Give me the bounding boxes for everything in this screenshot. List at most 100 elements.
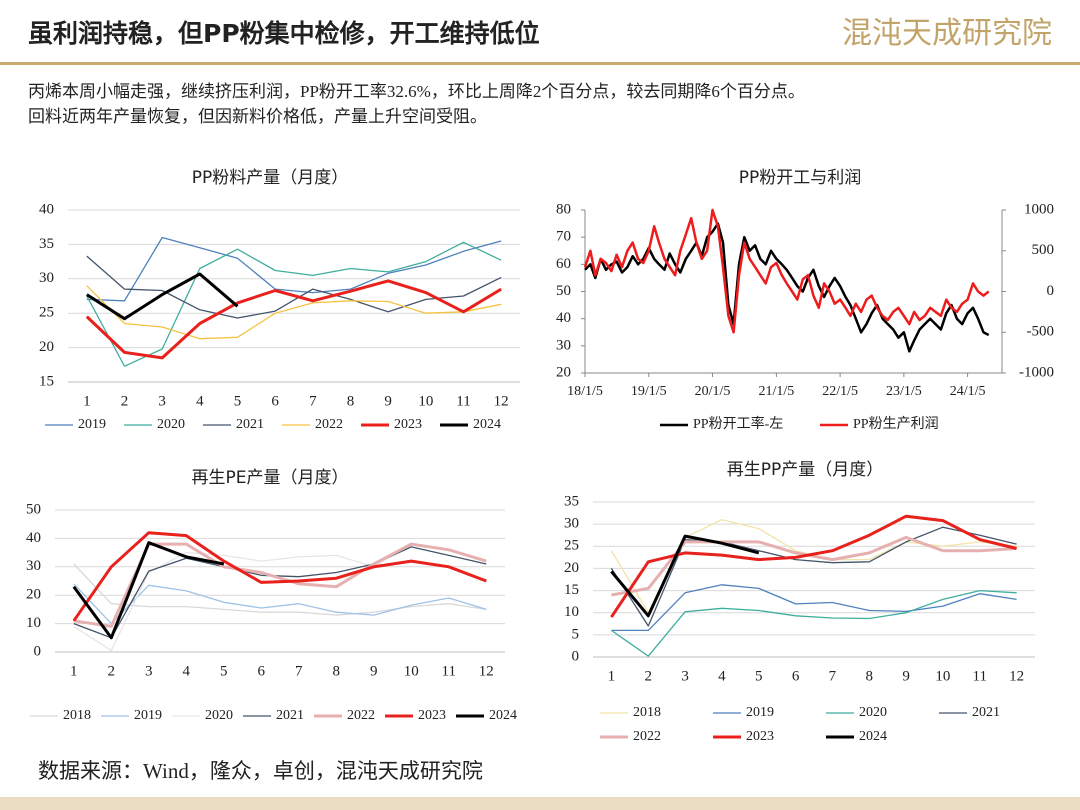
series-line: [86, 255, 502, 319]
x-tick-label: 19/1/5: [631, 384, 667, 399]
series-line: [72, 541, 225, 640]
x-tick-label: 20/1/5: [695, 384, 731, 399]
y-tick-label: 15: [564, 582, 579, 598]
x-tick-label: 11: [442, 663, 456, 679]
legend-label: 2021: [276, 708, 304, 723]
x-tick-label: 4: [183, 663, 191, 679]
x-tick-label: 10: [404, 663, 419, 679]
x-tick-label: 6: [271, 393, 279, 409]
legend-label: 2019: [78, 417, 106, 432]
legend-label: PP粉开工率-左: [693, 415, 783, 432]
y2-tick-label: -500: [1027, 324, 1055, 340]
y2-tick-label: -1000: [1019, 364, 1054, 380]
legend-label: 2020: [157, 417, 185, 432]
legend-label: 2023: [394, 417, 422, 432]
y2-tick-label: 500: [1032, 242, 1055, 258]
legend-label: 2021: [236, 417, 264, 432]
logo: 混沌天成研究院: [842, 16, 1052, 51]
x-tick-label: 5: [220, 663, 228, 679]
x-tick-label: 9: [384, 393, 392, 409]
y-tick-label: 40: [26, 530, 41, 546]
x-tick-label: 9: [370, 663, 378, 679]
series-line: [86, 236, 502, 302]
y-tick-label: 15: [39, 373, 54, 389]
y-tick-label: 50: [556, 283, 571, 299]
legend-label: 2022: [315, 417, 343, 432]
y-tick-label: 35: [564, 493, 579, 509]
series-line: [86, 285, 502, 340]
legend-label: 2020: [859, 705, 887, 720]
y2-tick-label: 0: [1047, 283, 1055, 299]
legend-label: 2024: [473, 417, 501, 432]
x-tick-label: 12: [1009, 668, 1024, 684]
legend-label: 2023: [418, 708, 446, 723]
x-tick-label: 3: [681, 668, 689, 684]
legend-label: 2019: [746, 705, 774, 720]
x-tick-label: 10: [935, 668, 950, 684]
x-tick-label: 11: [456, 393, 470, 409]
y2-tick-label: 1000: [1024, 201, 1054, 217]
x-tick-label: 6: [792, 668, 800, 684]
legend-label: 2019: [134, 708, 162, 723]
x-tick-label: 9: [902, 668, 910, 684]
x-tick-label: 1: [83, 393, 91, 409]
y-tick-label: 30: [26, 558, 41, 574]
y-tick-label: 70: [556, 229, 571, 245]
x-tick-label: 3: [158, 393, 166, 409]
note-line: 丙烯本周小幅走强，继续挤压利润，PP粉开工率32.6%，环比上周降2个百分点，较…: [28, 82, 805, 101]
series-line: [85, 279, 502, 360]
x-tick-label: 4: [196, 393, 204, 409]
legend-label: PP粉生产利润: [853, 416, 939, 432]
x-tick-label: 12: [494, 393, 509, 409]
x-tick-label: 5: [755, 668, 763, 684]
series-line: [73, 583, 487, 625]
x-tick-label: 7: [295, 663, 303, 679]
legend-label: 2020: [205, 708, 233, 723]
legend-label: 2022: [633, 729, 661, 744]
y-tick-label: 80: [556, 201, 571, 217]
slide-title: 虽利润持稳，但PP粉集中检修，开工维持低位: [28, 19, 540, 48]
footer-band: [0, 797, 1080, 810]
x-tick-label: 10: [418, 393, 433, 409]
x-tick-label: 18/1/5: [567, 384, 603, 399]
header-rule: [0, 62, 1080, 65]
series-line: [85, 272, 239, 321]
series-line: [610, 534, 760, 618]
y-tick-label: 40: [39, 201, 54, 217]
y-tick-label: 10: [564, 604, 579, 620]
x-tick-label: 2: [645, 668, 653, 684]
legend-label: 2018: [63, 708, 91, 723]
series-line: [73, 563, 487, 616]
series-line: [584, 222, 990, 353]
y-tick-label: 50: [26, 501, 41, 517]
legend-label: 2018: [633, 705, 661, 720]
x-tick-label: 23/1/5: [886, 384, 922, 399]
note-line: 回料近两年产量恢复，但因新料价格低，产量上升空间受阻。: [28, 107, 487, 126]
legend-label: 2022: [347, 708, 375, 723]
source: 数据来源：Wind，隆众，卓创，混沌天成研究院: [38, 759, 483, 783]
x-tick-label: 5: [234, 393, 242, 409]
x-tick-label: 1: [70, 663, 78, 679]
y-tick-label: 25: [564, 538, 579, 554]
chart-title: PP粉料产量（月度）: [192, 168, 349, 188]
x-tick-label: 21/1/5: [758, 384, 794, 399]
series-line: [583, 208, 990, 334]
y-tick-label: 40: [556, 310, 571, 326]
y-tick-label: 0: [572, 648, 580, 664]
x-tick-label: 11: [973, 668, 987, 684]
x-tick-label: 7: [829, 668, 837, 684]
series-line: [611, 589, 1017, 657]
x-tick-label: 2: [108, 663, 116, 679]
x-tick-label: 8: [333, 663, 341, 679]
y-tick-label: 20: [39, 339, 54, 355]
x-tick-label: 24/1/5: [950, 384, 986, 399]
x-tick-label: 8: [866, 668, 874, 684]
series-line: [610, 514, 1017, 618]
x-tick-label: 6: [258, 663, 266, 679]
y-tick-label: 60: [556, 256, 571, 272]
y-tick-label: 10: [26, 615, 41, 631]
y-tick-label: 0: [34, 643, 42, 659]
y-tick-label: 25: [39, 305, 54, 321]
x-tick-label: 2: [121, 393, 129, 409]
